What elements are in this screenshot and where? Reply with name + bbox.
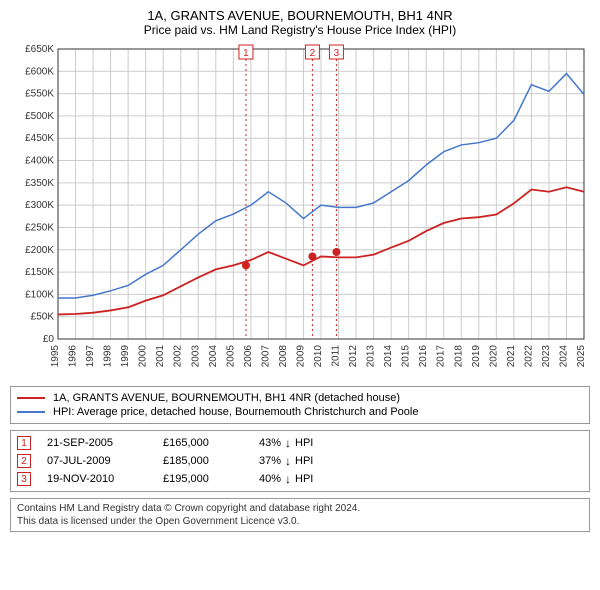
sale-diff-hpi-label: HPI [295,455,313,467]
svg-text:2002: 2002 [173,345,184,368]
footer-line-2: This data is licensed under the Open Gov… [17,515,583,528]
sale-row: 3 19-NOV-2010 £195,000 40% ↓ HPI [17,470,583,488]
sale-price: £185,000 [163,455,243,467]
sale-marker: 3 [17,472,31,486]
svg-text:2013: 2013 [366,345,377,368]
svg-text:2007: 2007 [260,345,271,368]
svg-text:2006: 2006 [243,345,254,368]
sale-price: £195,000 [163,473,243,485]
svg-text:£150K: £150K [25,267,54,278]
svg-text:£200K: £200K [25,245,54,256]
svg-text:2005: 2005 [225,345,236,368]
svg-text:£50K: £50K [31,312,55,323]
svg-text:£500K: £500K [25,111,54,122]
svg-text:1995: 1995 [50,345,61,368]
legend-swatch [17,411,45,413]
svg-text:2014: 2014 [383,345,394,368]
svg-text:£400K: £400K [25,156,54,167]
svg-text:2004: 2004 [208,345,219,368]
legend-row: 1A, GRANTS AVENUE, BOURNEMOUTH, BH1 4NR … [17,391,583,405]
sale-date: 21-SEP-2005 [47,437,147,449]
svg-text:2009: 2009 [295,345,306,368]
legend-swatch [17,397,45,399]
svg-text:£0: £0 [43,334,55,345]
svg-text:£300K: £300K [25,200,54,211]
svg-text:2019: 2019 [471,345,482,368]
sale-diff-pct: 40% [259,473,281,485]
svg-text:2023: 2023 [541,345,552,368]
svg-text:2010: 2010 [313,345,324,368]
svg-text:2000: 2000 [138,345,149,368]
svg-text:2020: 2020 [488,345,499,368]
svg-text:2001: 2001 [155,345,166,368]
svg-text:£450K: £450K [25,133,54,144]
sale-marker: 2 [17,454,31,468]
svg-text:£100K: £100K [25,289,54,300]
sale-diff: 43% ↓ HPI [259,436,313,450]
chart-area: £0 £50K £100K £150K £200K £250K £300K £350K £400… [10,43,590,378]
sale-row: 2 07-JUL-2009 £185,000 37% ↓ HPI [17,452,583,470]
sale-diff-hpi-label: HPI [295,437,313,449]
line-chart: £0 £50K £100K £150K £200K £250K £300K £350K £400… [10,43,590,373]
svg-text:1999: 1999 [120,345,131,368]
svg-text:2016: 2016 [418,345,429,368]
sale-diff-pct: 43% [259,437,281,449]
sale-row: 1 21-SEP-2005 £165,000 43% ↓ HPI [17,434,583,452]
svg-text:1997: 1997 [85,345,96,368]
svg-text:2017: 2017 [436,345,447,368]
arrow-down-icon: ↓ [285,472,291,486]
svg-text:2021: 2021 [506,345,517,368]
svg-text:2018: 2018 [453,345,464,368]
chart-title: 1A, GRANTS AVENUE, BOURNEMOUTH, BH1 4NR [10,8,590,23]
legend-label: HPI: Average price, detached house, Bour… [53,406,418,418]
svg-text:3: 3 [334,48,340,59]
svg-text:2011: 2011 [331,345,342,367]
sale-date: 19-NOV-2010 [47,473,147,485]
svg-text:1: 1 [243,48,249,59]
svg-text:2022: 2022 [523,345,534,368]
svg-text:1996: 1996 [68,345,79,368]
sale-date: 07-JUL-2009 [47,455,147,467]
sale-diff: 37% ↓ HPI [259,454,313,468]
svg-text:2015: 2015 [401,345,412,368]
svg-text:£250K: £250K [25,222,54,233]
arrow-down-icon: ↓ [285,454,291,468]
svg-text:£550K: £550K [25,89,54,100]
legend-row: HPI: Average price, detached house, Bour… [17,405,583,419]
svg-text:2012: 2012 [348,345,359,368]
sale-diff-pct: 37% [259,455,281,467]
svg-text:2008: 2008 [278,345,289,368]
chart-subtitle: Price paid vs. HM Land Registry's House … [10,23,590,37]
sale-marker: 1 [17,436,31,450]
svg-text:£350K: £350K [25,178,54,189]
svg-text:2025: 2025 [576,345,587,368]
svg-text:1998: 1998 [103,345,114,368]
sale-price: £165,000 [163,437,243,449]
svg-text:2003: 2003 [190,345,201,368]
svg-text:£650K: £650K [25,44,54,55]
footer-line-1: Contains HM Land Registry data © Crown c… [17,502,583,515]
svg-text:2024: 2024 [558,345,569,368]
sale-diff-hpi-label: HPI [295,473,313,485]
sales-box: 1 21-SEP-2005 £165,000 43% ↓ HPI 2 07-JUL-2009 £… [10,430,590,492]
svg-text:2: 2 [310,48,316,59]
legend-box: 1A, GRANTS AVENUE, BOURNEMOUTH, BH1 4NR … [10,386,590,424]
arrow-down-icon: ↓ [285,436,291,450]
chart-container: 1A, GRANTS AVENUE, BOURNEMOUTH, BH1 4NR … [0,0,600,590]
legend-label: 1A, GRANTS AVENUE, BOURNEMOUTH, BH1 4NR … [53,392,400,404]
sale-diff: 40% ↓ HPI [259,472,313,486]
svg-text:£600K: £600K [25,66,54,77]
footer-attribution: Contains HM Land Registry data © Crown c… [10,498,590,532]
